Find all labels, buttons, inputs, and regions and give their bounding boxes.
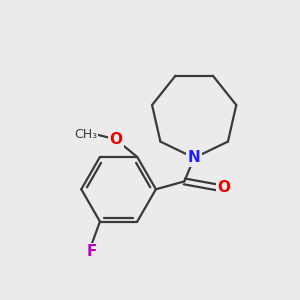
Text: N: N <box>188 150 200 165</box>
Text: O: O <box>217 180 230 195</box>
Text: F: F <box>87 244 97 260</box>
Text: CH₃: CH₃ <box>75 128 98 141</box>
Text: O: O <box>109 132 122 147</box>
